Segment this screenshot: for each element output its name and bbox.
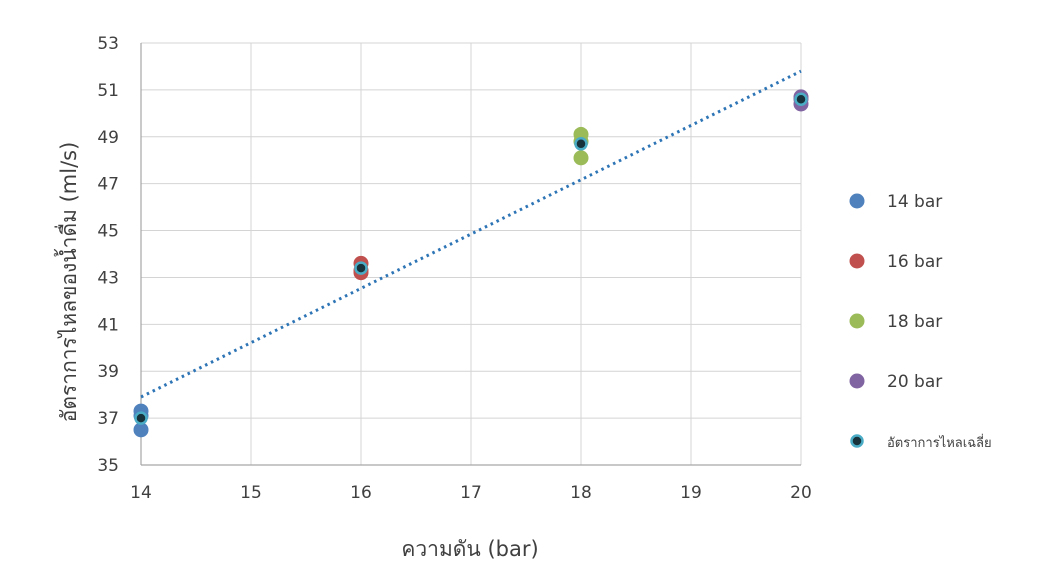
point-s2-2 (573, 150, 589, 166)
legend-label-4: อัตราการไหลเฉลี่ย (887, 434, 992, 451)
axes (140, 43, 801, 466)
y-tick-label-3: 41 (97, 315, 119, 335)
y-tick-label-2: 39 (97, 362, 119, 382)
linear-trendline (140, 69, 802, 399)
trendline (140, 69, 802, 399)
legend: 14 bar 16 bar 18 bar 20 bar อัตราการไหลเฉลี่… (849, 192, 992, 451)
x-tick-label-1: 15 (240, 483, 262, 503)
x-tick-label-5: 19 (680, 483, 702, 503)
x-tick-label-6: 20 (790, 483, 812, 503)
y-tick-label-6: 47 (97, 175, 119, 195)
tick-labels: 14 15 16 17 18 19 20 35 37 39 41 43 45 47 49 51 53 (97, 34, 811, 503)
grid-lines (140, 42, 802, 466)
y-tick-label-9: 53 (97, 34, 119, 54)
legend-marker-3 (849, 373, 865, 389)
y-tick-label-5: 45 (97, 222, 119, 242)
data-points (133, 89, 809, 438)
point-s4-0 (134, 411, 148, 425)
legend-label-2: 18 bar (887, 312, 942, 332)
legend-marker-1 (849, 253, 865, 269)
x-axis-title: ความดัน (bar) (401, 537, 538, 561)
x-tick-label-2: 16 (350, 483, 372, 503)
legend-marker-2 (849, 313, 865, 329)
point-s0-2 (133, 422, 149, 438)
point-s4-3 (794, 92, 808, 107)
legend-marker-0 (849, 193, 865, 209)
point-s4-2 (574, 137, 588, 151)
y-tick-label-1: 37 (97, 409, 119, 429)
y-tick-label-7: 49 (97, 128, 119, 148)
x-tick-label-0: 14 (130, 483, 152, 503)
point-s4-1 (354, 261, 368, 275)
legend-label-0: 14 bar (887, 192, 942, 212)
y-tick-label-0: 35 (97, 456, 119, 476)
y-tick-label-4: 43 (97, 268, 119, 288)
y-tick-label-8: 51 (97, 81, 119, 101)
legend-marker-4 (850, 434, 864, 448)
y-axis-title: อัตราการไหลของน้ำดื่ม (ml/s) (54, 142, 81, 423)
x-tick-label-4: 18 (570, 483, 592, 503)
legend-label-3: 20 bar (887, 372, 942, 392)
x-tick-label-3: 17 (460, 483, 482, 503)
legend-label-1: 16 bar (887, 252, 942, 272)
